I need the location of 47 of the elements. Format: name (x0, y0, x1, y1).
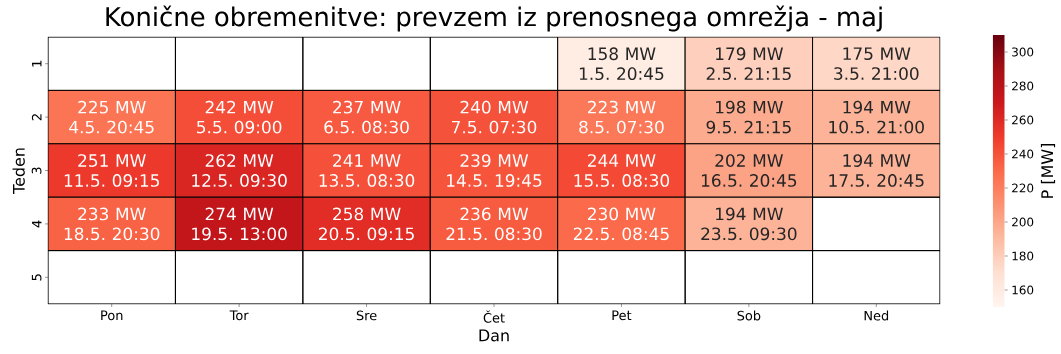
y-axis-title: Teden (12, 148, 25, 194)
x-tick-label: Tor (229, 310, 249, 321)
data-label: 258 MW 20.5. 09:15 (319, 207, 414, 241)
data-label: 240 MW 7.5. 07:30 (452, 100, 537, 134)
data-label: 230 MW 22.5. 08:45 (573, 207, 669, 241)
y-tick-label: 5 (31, 274, 42, 281)
x-tick-label: Pon (101, 310, 123, 321)
data-label: 251 MW 11.5. 09:15 (64, 154, 159, 187)
color-bar-label: 160 (1012, 285, 1034, 295)
x-tick-label: Sre (356, 310, 377, 321)
data-label: 198 MW 9.5. 21:15 (706, 100, 791, 134)
chart-title: Konične obremenitve: prevzem iz prenosnega omrežja - maj (106, 5, 882, 32)
data-label: 242 MW 5.5. 09:00 (197, 100, 282, 134)
data-label: 158 MW 1.5. 20:45 (579, 47, 664, 81)
data-label: 239 MW 14.5. 19:45 (447, 154, 542, 187)
data-label: 175 MW 3.5. 21:00 (834, 47, 919, 80)
x-tick-label: Pet (612, 310, 632, 321)
data-label: 179 MW 2.5. 21:15 (706, 47, 791, 81)
data-label: 194 MW 23.5. 09:30 (701, 207, 797, 241)
data-label: 244 MW 15.5. 08:30 (574, 154, 670, 187)
color-bar-title: P [MW] (1040, 144, 1056, 198)
color-bar-label: 280 (1012, 81, 1034, 91)
data-label: 225 MW 4.5. 20:45 (69, 100, 154, 134)
data-label: 236 MW 21.5. 08:30 (446, 207, 542, 241)
y-tick-label: 2 (31, 114, 42, 121)
data-label: 194 MW 10.5. 21:00 (829, 100, 924, 134)
data-label: 233 MW 18.5. 20:30 (64, 207, 160, 241)
color-bar-label: 220 (1012, 183, 1034, 193)
data-label: 202 MW 16.5. 20:45 (701, 154, 797, 187)
x-tick-label: Čet (483, 310, 505, 323)
y-tick-label: 3 (31, 167, 42, 174)
x-tick-label: Ned (864, 310, 889, 321)
color-bar-label: 300 (1012, 47, 1034, 57)
data-label: 241 MW 13.5. 08:30 (319, 154, 415, 187)
data-label: 194 MW 17.5. 20:45 (829, 154, 924, 187)
data-label: 262 MW 12.5. 09:30 (192, 154, 287, 187)
color-bar-label: 180 (1012, 251, 1034, 261)
color-bar-label: 200 (1012, 217, 1034, 227)
x-tick-label: Sob (737, 310, 761, 321)
data-label: 237 MW 6.5. 08:30 (324, 100, 409, 134)
y-tick-label: 1 (32, 60, 42, 67)
data-label: 223 MW 8.5. 07:30 (579, 100, 664, 134)
y-tick-label: 4 (32, 220, 42, 228)
data-label: 274 MW 19.5. 13:00 (192, 207, 287, 241)
color-bar-label: 260 (1012, 115, 1034, 125)
x-axis-title: Dan (479, 329, 509, 342)
color-bar-label: 240 (1012, 149, 1034, 159)
